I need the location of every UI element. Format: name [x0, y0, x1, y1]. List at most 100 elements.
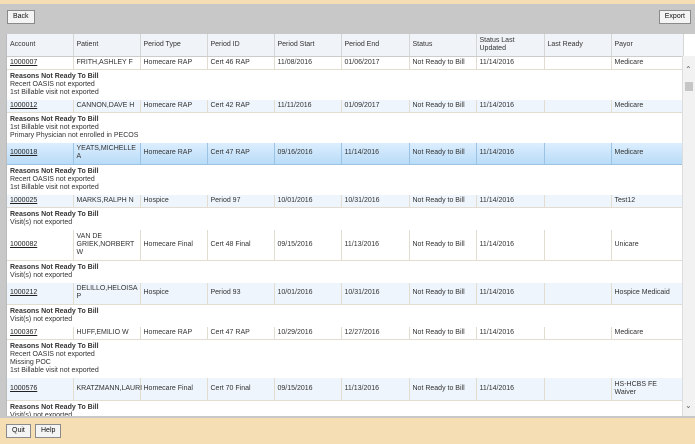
- cell-updated: 11/14/2016: [476, 143, 545, 165]
- cell-last-ready: [544, 143, 612, 165]
- cell-end: 01/06/2017: [341, 56, 410, 70]
- table-row[interactable]: 1000018 YEATS,MICHELLE A Homecare RAP Cert …: [7, 143, 684, 165]
- export-button[interactable]: Export: [658, 10, 691, 24]
- table-row[interactable]: 1000212 DELILLO,HELOISA P Hospice Period 93…: [7, 282, 684, 305]
- vertical-scrollbar[interactable]: ⌃ ⌄: [682, 56, 695, 416]
- cell-patient: KRATZMANN,LAURI: [73, 377, 142, 401]
- billing-grid: Account Patient Period Type Period ID Period…: [6, 34, 695, 416]
- cell-period-id: Cert 47 RAP: [207, 143, 275, 165]
- cell-last-ready: [544, 99, 612, 113]
- cell-period-id: Cert 46 RAP: [207, 56, 275, 70]
- account-link[interactable]: 1000367: [7, 327, 74, 340]
- cell-end: 10/31/2016: [341, 194, 410, 208]
- cell-patient: VAN DE GRIEK,NORBERT W: [73, 230, 141, 261]
- reasons-row: Reasons Not Ready To Bill Recert OASIS no…: [7, 339, 683, 378]
- reason-item: Visit(s) not exported: [10, 316, 73, 323]
- reasons-title: Reasons Not Ready To Bill: [10, 308, 99, 315]
- cell-period-type: Homecare Final: [140, 230, 208, 261]
- reasons-title: Reasons Not Ready To Bill: [10, 211, 99, 218]
- column-header[interactable]: Status: [409, 34, 477, 57]
- table-row[interactable]: 1000007 FRITH,ASHLEY F Homecare RAP Cert 46…: [7, 56, 684, 70]
- cell-status: Not Ready to Bill: [409, 282, 477, 305]
- cell-end: 01/09/2017: [341, 99, 410, 113]
- cell-start: 11/08/2016: [274, 56, 342, 70]
- table-row[interactable]: 1000576 KRATZMANN,LAURI Homecare Final Cert…: [7, 377, 684, 401]
- account-link[interactable]: 1000018: [7, 143, 74, 165]
- scroll-thumb[interactable]: [685, 82, 693, 91]
- cell-period-type: Homecare RAP: [140, 143, 208, 165]
- reasons-title: Reasons Not Ready To Bill: [10, 72, 99, 80]
- reasons-title: Reasons Not Ready To Bill: [10, 116, 99, 123]
- cell-period-type: Homecare RAP: [140, 56, 208, 70]
- cell-period-id: Cert 70 Final: [207, 377, 275, 401]
- cell-start: 11/11/2016: [274, 99, 342, 113]
- cell-period-type: Hospice: [140, 194, 208, 208]
- reason-item: Primary Physician not enrolled in PECOS: [10, 132, 139, 139]
- cell-last-ready: [544, 230, 612, 261]
- cell-status: Not Ready to Bill: [409, 230, 477, 261]
- cell-updated: 11/14/2016: [476, 99, 545, 113]
- scroll-down-icon[interactable]: ⌄: [685, 401, 692, 410]
- column-header[interactable]: Period ID: [207, 34, 275, 57]
- account-link[interactable]: 1000212: [7, 282, 74, 305]
- column-header[interactable]: Account: [7, 34, 74, 57]
- cell-end: 11/14/2016: [341, 143, 410, 165]
- column-header[interactable]: Patient: [73, 34, 141, 57]
- reason-item: 1st Billable visit not exported: [10, 124, 99, 131]
- cell-status: Not Ready to Bill: [409, 194, 477, 208]
- cell-payor: Medicare: [611, 56, 684, 70]
- cell-period-id: Cert 42 RAP: [207, 99, 275, 113]
- reason-item: 1st Billable visit not exported: [10, 88, 99, 96]
- account-link[interactable]: 1000007: [7, 56, 74, 70]
- cell-updated: 11/14/2016: [476, 327, 545, 340]
- cell-patient: DELILLO,HELOISA P: [73, 282, 141, 305]
- reason-item: Visit(s) not exported: [10, 412, 73, 416]
- reason-item: Recert OASIS not exported: [10, 80, 95, 88]
- cell-status: Not Ready to Bill: [409, 143, 477, 165]
- reasons-row: Reasons Not Ready To Bill Visit(s) not ex…: [7, 304, 683, 327]
- table-row[interactable]: 1000025 MARKS,RALPH N Hospice Period 97 10/0…: [7, 194, 684, 208]
- cell-payor: Test12: [611, 194, 684, 208]
- table-row[interactable]: 1000012 CANNON,DAVE H Homecare RAP Cert 42 …: [7, 99, 684, 113]
- cell-payor: Medicare: [611, 327, 684, 340]
- cell-start: 10/01/2016: [274, 194, 342, 208]
- reason-item: Visit(s) not exported: [10, 271, 73, 279]
- cell-start: 09/15/2016: [274, 377, 342, 401]
- account-link[interactable]: 1000025: [7, 194, 74, 208]
- table-row[interactable]: 1000367 HUFF,EMILIO W Homecare RAP Cert 47 …: [7, 327, 684, 340]
- column-header[interactable]: Payor: [611, 34, 684, 57]
- column-header[interactable]: Status Last Updated: [476, 34, 545, 57]
- cell-period-type: Hospice: [140, 282, 208, 305]
- reasons-title: Reasons Not Ready To Bill: [10, 167, 99, 175]
- reason-item: Visit(s) not exported: [10, 219, 73, 226]
- reasons-row: Reasons Not Ready To Bill Visit(s) not ex…: [7, 260, 683, 283]
- reasons-row: Reasons Not Ready To Bill 1st Billable vi…: [7, 112, 683, 143]
- cell-updated: 11/14/2016: [476, 56, 545, 70]
- table-row[interactable]: 1000082 VAN DE GRIEK,NORBERT W Homecare Fi…: [7, 230, 684, 261]
- reasons-row: Reasons Not Ready To Bill Recert OASIS no…: [7, 164, 683, 195]
- column-header[interactable]: Period Type: [140, 34, 208, 57]
- back-button[interactable]: Back: [7, 10, 35, 24]
- scroll-up-icon[interactable]: ⌃: [685, 65, 692, 74]
- cell-end: 11/13/2016: [341, 230, 410, 261]
- quit-button[interactable]: Quit: [6, 424, 31, 438]
- cell-status: Not Ready to Bill: [409, 56, 477, 70]
- reason-item: 1st Billable visit not exported: [10, 366, 99, 374]
- cell-period-type: Homecare RAP: [140, 99, 208, 113]
- cell-status: Not Ready to Bill: [409, 377, 477, 401]
- cell-patient: YEATS,MICHELLE A: [73, 143, 141, 165]
- cell-status: Not Ready to Bill: [409, 99, 477, 113]
- cell-period-id: Period 97: [207, 194, 275, 208]
- account-link[interactable]: 1000576: [7, 377, 74, 401]
- reason-item: 1st Billable visit not exported: [10, 183, 99, 191]
- cell-status: Not Ready to Bill: [409, 327, 477, 340]
- reasons-row: Reasons Not Ready To Bill Recert OASIS no…: [7, 69, 683, 100]
- cell-start: 09/15/2016: [274, 230, 342, 261]
- cell-period-id: Period 93: [207, 282, 275, 305]
- column-header[interactable]: Last Ready: [544, 34, 612, 57]
- account-link[interactable]: 1000082: [7, 230, 74, 261]
- account-link[interactable]: 1000012: [7, 99, 74, 113]
- help-button[interactable]: Help: [35, 424, 62, 438]
- column-header[interactable]: Period Start: [274, 34, 342, 57]
- column-header[interactable]: Period End: [341, 34, 410, 57]
